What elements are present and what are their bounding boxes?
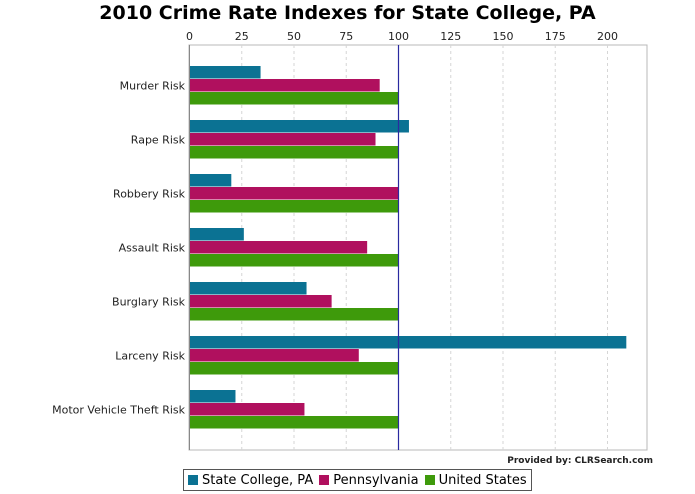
category-label: Assault Risk: [119, 242, 186, 255]
category-label: Robbery Risk: [113, 188, 186, 201]
bar: [189, 403, 305, 416]
bar: [189, 241, 368, 254]
legend-swatch: [319, 475, 330, 485]
x-tick-label: 200: [597, 30, 618, 43]
category-label: Rape Risk: [131, 134, 186, 147]
bar: [189, 187, 399, 200]
category-label: Larceny Risk: [115, 350, 185, 363]
legend-item: Pennsylvania: [319, 472, 419, 488]
legend-item: United States: [424, 472, 527, 488]
x-tick-label: 175: [545, 30, 566, 43]
bar: [189, 254, 399, 267]
legend-swatch: [424, 475, 435, 485]
bar: [189, 416, 399, 429]
bar: [189, 349, 359, 362]
bar: [189, 174, 232, 187]
bar: [189, 390, 236, 403]
bar: [189, 295, 332, 308]
legend-label: United States: [438, 472, 527, 488]
legend-item: State College, PA: [188, 473, 313, 488]
bar: [189, 120, 409, 133]
bar: [189, 133, 376, 146]
bar: [189, 92, 399, 105]
chart-title: 2010 Crime Rate Indexes for State Colleg…: [99, 2, 596, 24]
credit-text: Provided by: CLRSearch.com: [507, 456, 653, 466]
x-tick-label: 75: [339, 30, 353, 43]
legend-label: State College, PA: [202, 472, 314, 488]
x-tick-label: 150: [493, 30, 514, 43]
category-label: Murder Risk: [120, 80, 186, 93]
bar: [189, 362, 399, 375]
x-tick-label: 100: [388, 30, 409, 43]
bar: [189, 146, 399, 159]
x-tick-label: 0: [186, 30, 193, 43]
x-tick-label: 25: [235, 30, 249, 43]
x-tick-label: 125: [440, 30, 461, 43]
x-tick-label: 50: [287, 30, 301, 43]
bar: [189, 336, 627, 349]
category-label: Burglary Risk: [112, 296, 186, 309]
bar: [189, 282, 307, 295]
bar: [189, 66, 261, 79]
legend-label: Pennsylvania: [333, 472, 419, 488]
bar: [189, 79, 380, 92]
category-label: Motor Vehicle Theft Risk: [52, 404, 185, 417]
chart-legend: State College, PA Pennsylvania United Stat…: [183, 469, 532, 491]
bar: [189, 228, 244, 241]
bar: [189, 200, 399, 213]
bar: [189, 308, 399, 321]
legend-swatch: [188, 475, 198, 485]
